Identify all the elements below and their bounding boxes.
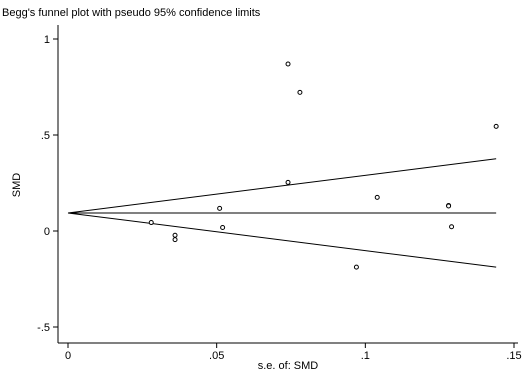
study-point bbox=[172, 232, 178, 238]
study-point bbox=[449, 224, 455, 230]
study-point bbox=[148, 220, 154, 226]
x-tick-label: 0 bbox=[65, 350, 71, 362]
y-axis-label: SMD bbox=[11, 173, 23, 198]
lower-confidence-limit bbox=[67, 212, 497, 268]
x-axis-label: s.e. of: SMD bbox=[258, 360, 319, 372]
study-point bbox=[172, 237, 178, 243]
study-point bbox=[493, 123, 499, 129]
x-tick-label: .15 bbox=[506, 350, 521, 362]
study-point bbox=[374, 194, 380, 200]
chart-title: Begg's funnel plot with pseudo 95% confi… bbox=[2, 7, 261, 19]
study-point bbox=[353, 264, 359, 270]
study-point bbox=[446, 203, 452, 209]
upper-confidence-limit bbox=[67, 158, 497, 214]
y-tick-label: .5 bbox=[41, 130, 50, 142]
x-tick-label: .05 bbox=[209, 350, 224, 362]
study-point bbox=[297, 89, 303, 95]
x-tick-label: .1 bbox=[361, 350, 370, 362]
study-point bbox=[285, 61, 291, 67]
study-point bbox=[220, 225, 226, 231]
y-tick-label: 0 bbox=[44, 226, 50, 238]
y-tick-label: 1 bbox=[44, 34, 50, 46]
study-point bbox=[217, 205, 223, 211]
study-point bbox=[285, 179, 291, 185]
plot-area: -.5 0 .5 1 0 .05 .1 .15 bbox=[37, 25, 522, 362]
y-tick-label: -.5 bbox=[37, 322, 50, 334]
